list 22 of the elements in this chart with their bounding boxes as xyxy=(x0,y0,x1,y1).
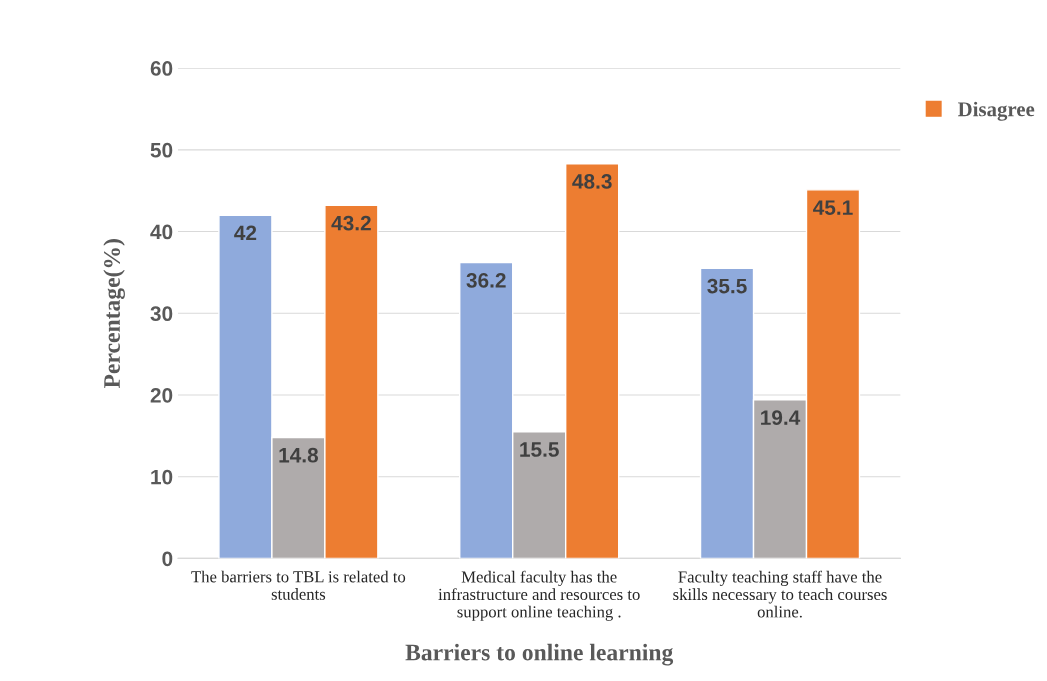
data-label: 14.8 xyxy=(279,447,319,463)
x-axis-title: Barriers to online learning xyxy=(405,643,674,666)
data-label: 48.3 xyxy=(572,174,612,189)
x-tick-label: Faculty teaching staff have the skills necessary to teach courses online. xyxy=(673,570,887,618)
data-label: 15.5 xyxy=(520,442,559,457)
y-tick-label: 50 xyxy=(150,142,173,158)
y-tick-label: 30 xyxy=(150,306,173,322)
data-label: 43.2 xyxy=(331,215,371,231)
y-tick-label: 20 xyxy=(150,387,173,403)
x-tick-label: The barriers to TBL is related to students xyxy=(191,570,406,600)
data-label: 45.1 xyxy=(813,200,853,215)
data-label: 42 xyxy=(234,225,257,241)
data-label: 19.4 xyxy=(761,410,801,425)
y-tick-label: 40 xyxy=(150,224,173,240)
legend-label: Disagree xyxy=(958,101,1035,121)
y-tick-label: 10 xyxy=(151,469,173,485)
y-tick-label: 0 xyxy=(162,551,173,567)
y-axis-title: Percentage(%) xyxy=(103,239,125,389)
data-label: 35.5 xyxy=(707,278,747,294)
data-label: 36.2 xyxy=(466,272,506,288)
x-tick-label: Medical faculty has the infrastructure and resources to support online teaching . xyxy=(438,570,640,621)
y-tick-label: 60 xyxy=(150,61,173,76)
